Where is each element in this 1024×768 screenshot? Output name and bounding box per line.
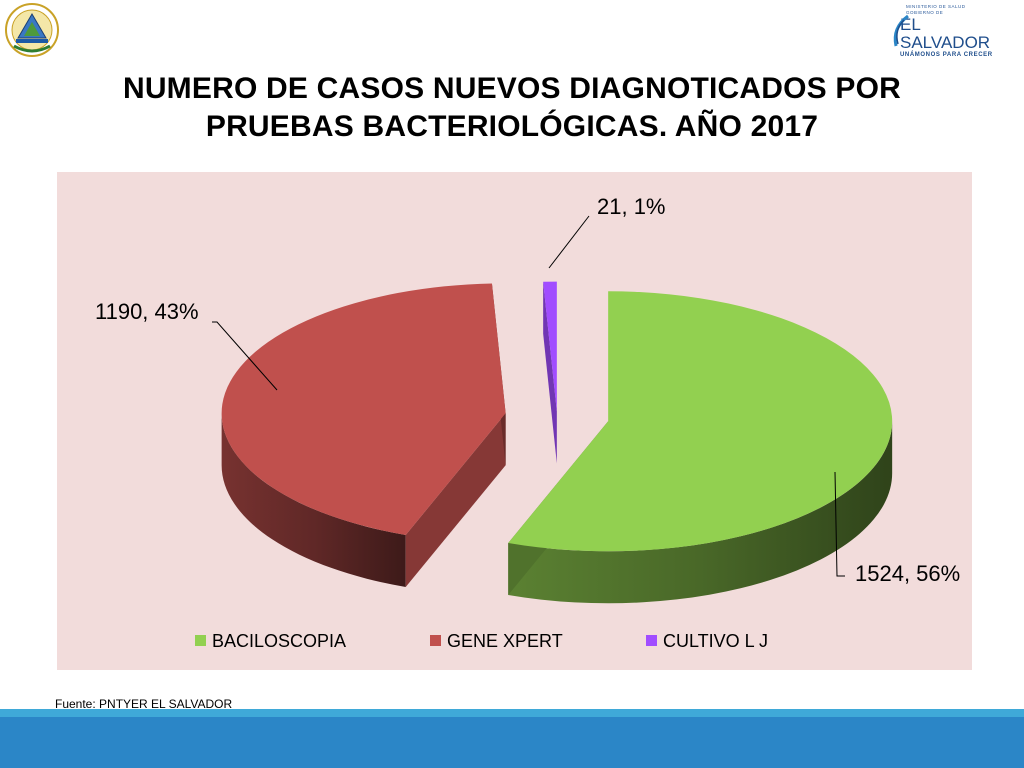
title-line-2: PRUEBAS BACTERIOLÓGICAS. AÑO 2017 xyxy=(205,110,819,143)
slice-top-face xyxy=(508,291,893,552)
title-line-1: NUMERO DE CASOS NUEVOS DIAGNOTICADOS POR xyxy=(122,72,902,105)
slice-top-face xyxy=(543,281,557,412)
slice-side-wall xyxy=(221,413,406,587)
pie-chart-area: 1524, 56% 1190, 43% 21, 1% BACILOSCOPIA GENE… xyxy=(57,172,972,670)
legend-label: GENE XPERT xyxy=(447,631,563,651)
slice-cut-face xyxy=(543,281,557,464)
legend-item-cultivo-l-j: CULTIVO L J xyxy=(646,631,768,651)
ministry-text: MINISTERIO DE SALUD xyxy=(906,4,966,9)
slice-cut-face xyxy=(405,413,506,587)
leader-line xyxy=(548,215,590,269)
pie-slice-baciloscopia xyxy=(508,291,893,604)
leader-line xyxy=(834,471,845,577)
legend-label: BACILOSCOPIA xyxy=(212,631,346,651)
data-label: 1190, 43% xyxy=(95,299,199,324)
brand-swoosh-icon xyxy=(893,14,909,47)
pie-slice-cultivo-l-j xyxy=(543,281,557,464)
government-text: GOBIERNO DE xyxy=(906,10,944,15)
data-label: 1524, 56% xyxy=(855,561,960,586)
footer-band-light xyxy=(0,709,1024,717)
legend-swatch xyxy=(195,635,206,646)
country-text: EL SALVADOR xyxy=(900,15,991,52)
legend-swatch xyxy=(430,635,441,646)
footer-band-dark xyxy=(0,717,1024,768)
legend-item-gene-xpert: GENE XPERT xyxy=(430,631,563,651)
slice-side-wall xyxy=(508,421,893,604)
slice-top-face xyxy=(221,283,506,535)
data-label: 21, 1% xyxy=(597,194,666,219)
pie-chart: 1524, 56% 1190, 43% 21, 1% BACILOSCOPIA GENE… xyxy=(95,194,960,651)
slide-title: NUMERO DE CASOS NUEVOS DIAGNOTICADOS POR… xyxy=(40,70,984,146)
pie-slice-gene-xpert xyxy=(221,283,506,587)
pie-slices xyxy=(221,281,893,604)
national-seal-logo xyxy=(4,2,60,58)
legend-swatch xyxy=(646,635,657,646)
legend-item-baciloscopia: BACILOSCOPIA xyxy=(195,631,346,651)
source-note: Fuente: PNTYER EL SALVADOR xyxy=(55,697,233,711)
government-brand-logo: MINISTERIO DE SALUD GOBIERNO DE EL SALVA… xyxy=(890,4,1010,58)
leader-line xyxy=(212,321,278,391)
slogan-text: UNÁMONOS PARA CRECER xyxy=(900,52,993,58)
legend-label: CULTIVO L J xyxy=(663,631,768,651)
